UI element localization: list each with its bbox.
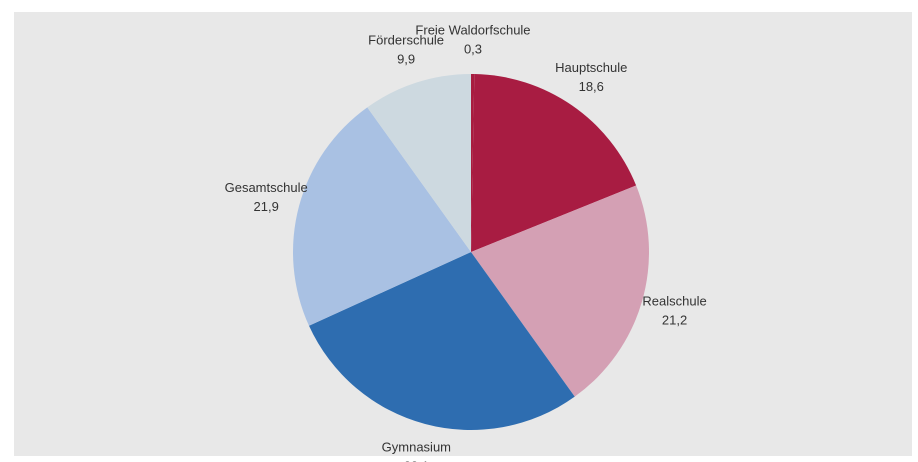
slice-label: Förderschule xyxy=(368,33,444,48)
pie-slice xyxy=(471,74,475,252)
slice-value: 28,1 xyxy=(404,458,429,462)
pie-slice xyxy=(471,185,649,397)
slice-label: Realschule xyxy=(642,294,706,309)
slice-label: Gesamtschule xyxy=(225,180,308,195)
slice-value: 18,6 xyxy=(579,79,604,94)
slice-label: Gymnasium xyxy=(382,439,451,454)
pie-slice xyxy=(293,107,471,326)
pie-slice xyxy=(309,252,575,431)
slice-value: 21,9 xyxy=(254,199,279,214)
pie-slice xyxy=(471,74,637,253)
slice-label: Freie Waldorfschule xyxy=(415,22,530,37)
slice-value: 9,9 xyxy=(397,52,415,67)
slice-value: 0,3 xyxy=(464,41,482,56)
pie-slice xyxy=(367,74,471,252)
slice-value: 21,2 xyxy=(662,313,687,328)
slice-label: Hauptschule xyxy=(555,60,627,75)
